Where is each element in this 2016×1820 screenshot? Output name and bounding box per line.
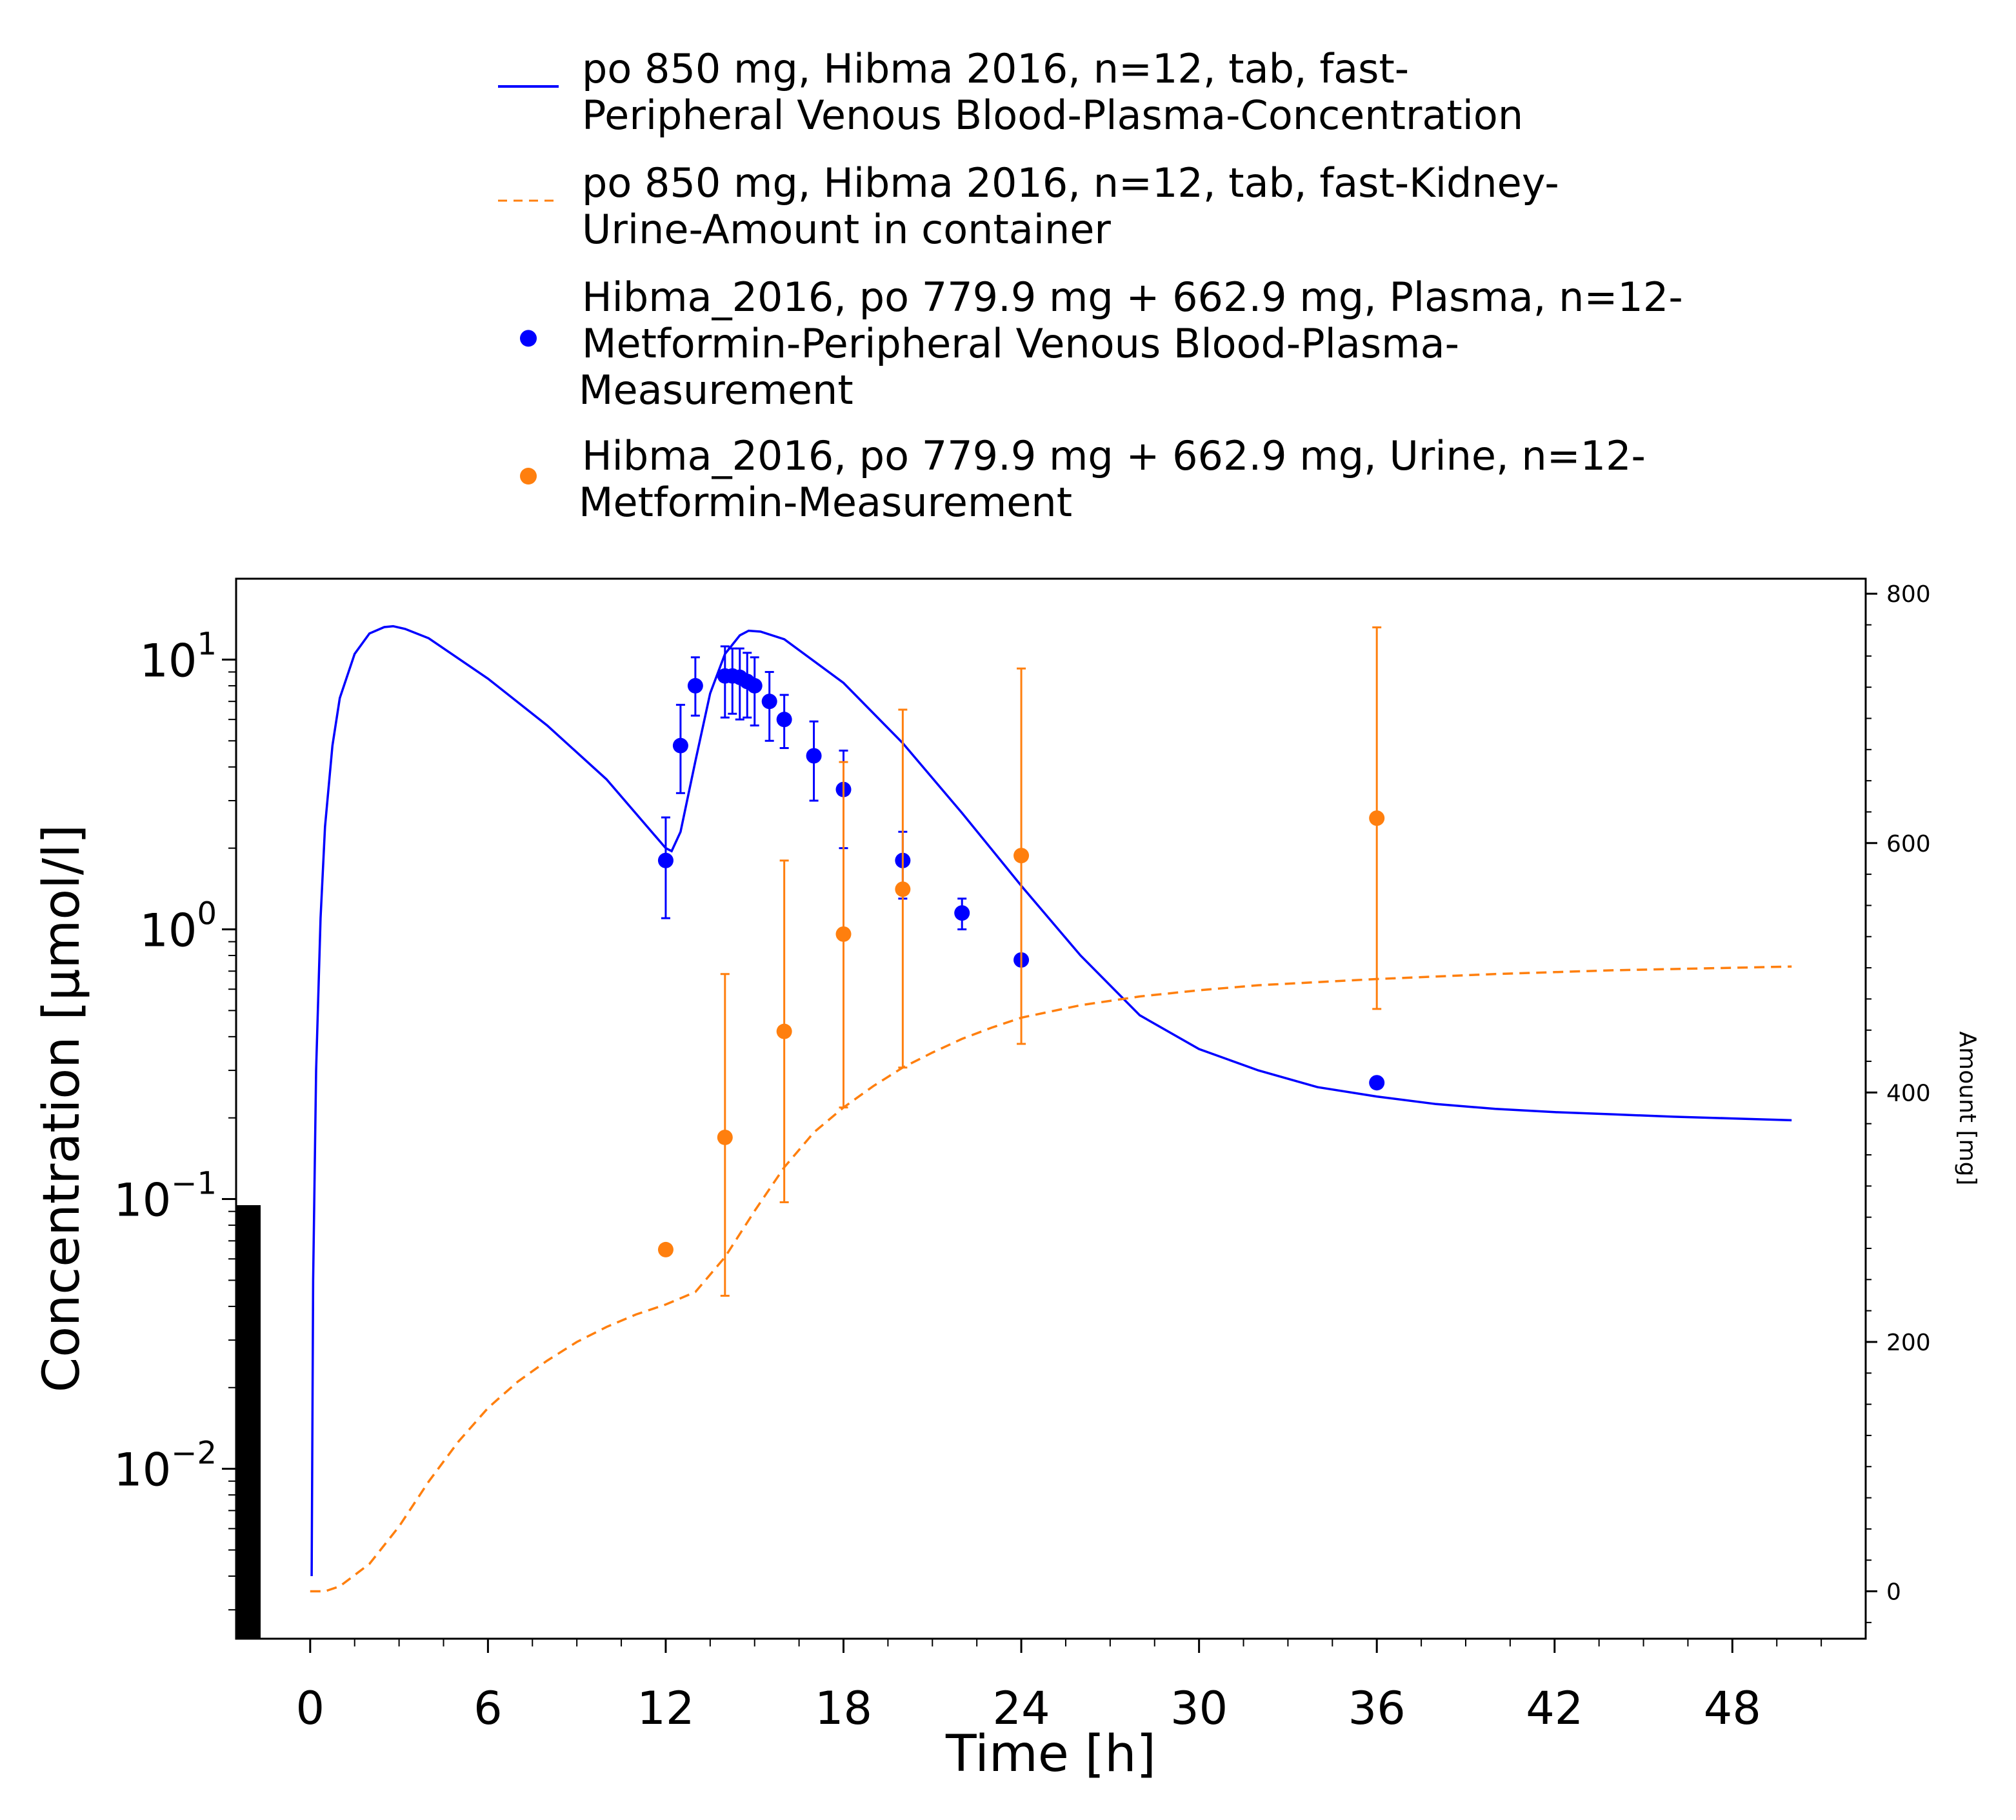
x-tick-label: 18 (815, 1682, 872, 1735)
legend-label: Hibma_2016, po 779.9 mg + 662.9 mg, Urin… (582, 432, 1646, 479)
plasma-data-point (954, 905, 970, 921)
left-marker-bar (236, 1205, 261, 1639)
x-tick-label: 42 (1526, 1682, 1583, 1735)
y-axis-title: Concentration [µmol/l] (33, 825, 91, 1392)
urine-data-point (657, 1241, 674, 1257)
x-tick-label: 0 (296, 1682, 325, 1735)
y-tick-label: 10−1 (114, 1166, 217, 1227)
legend-label: Metformin-Measurement (579, 479, 1072, 526)
x-axis-title: Time [h] (945, 1725, 1156, 1783)
legend-label: Peripheral Venous Blood-Plasma-Concentra… (582, 92, 1523, 139)
y-tick-label: 101 (139, 626, 217, 687)
legend-marker (520, 468, 537, 485)
legend-entry: Hibma_2016, po 779.9 mg + 662.9 mg, Plas… (520, 274, 1683, 414)
legend-entry: po 850 mg, Hibma 2016, n=12, tab, fast-K… (498, 159, 1559, 253)
y2-tick-label: 400 (1886, 1080, 1931, 1106)
legend-entry: po 850 mg, Hibma 2016, n=12, tab, fast-P… (498, 45, 1523, 139)
legend-label: Metformin-Peripheral Venous Blood-Plasma… (582, 320, 1459, 367)
x-tick-label: 36 (1348, 1682, 1406, 1735)
plasma-data-point (776, 712, 792, 728)
legend-label: Measurement (579, 366, 853, 414)
y2-tick-label: 800 (1886, 581, 1931, 608)
x-tick-label: 24 (993, 1682, 1050, 1735)
plasma-data-point (687, 677, 703, 694)
y2-tick-label: 0 (1886, 1579, 1901, 1606)
urine-data-point (835, 926, 852, 942)
series-layer (310, 625, 1792, 1593)
urine-data-point (895, 881, 911, 897)
x-tick-label: 48 (1704, 1682, 1761, 1735)
y-tick-label: 100 (139, 895, 217, 957)
legend-label: po 850 mg, Hibma 2016, n=12, tab, fast-K… (582, 159, 1559, 206)
legend-label: po 850 mg, Hibma 2016, n=12, tab, fast- (582, 45, 1409, 92)
x-tick-label: 6 (474, 1682, 503, 1735)
plasma-data-point (672, 737, 688, 754)
plasma-data-point (657, 852, 674, 868)
plasma-data-point (1369, 1075, 1385, 1091)
y-tick-label: 10−2 (114, 1435, 217, 1497)
legend-label: Hibma_2016, po 779.9 mg + 662.9 mg, Plas… (582, 274, 1683, 321)
x-tick-label: 12 (637, 1682, 694, 1735)
urine-data-point (776, 1023, 792, 1039)
legend-entry: Hibma_2016, po 779.9 mg + 662.9 mg, Urin… (520, 432, 1646, 526)
legend-label: Urine-Amount in container (582, 206, 1111, 253)
legend-marker (520, 330, 537, 347)
x-tick-label: 30 (1170, 1682, 1228, 1735)
plot-area (235, 577, 1867, 1640)
urine-data-point (1013, 848, 1030, 864)
legend: po 850 mg, Hibma 2016, n=12, tab, fast-P… (498, 45, 1683, 526)
y2-axis-title: Amount [mg] (1954, 1032, 1981, 1186)
axis-ticks: 0 6 12 18 24 30 36 42 48 101 100 10−1 10−2 0 200 400 600… (114, 581, 1931, 1735)
y2-tick-label: 200 (1886, 1330, 1931, 1356)
y2-tick-label: 600 (1886, 831, 1931, 857)
urine-data-point (1369, 810, 1385, 826)
plasma-data-point (746, 677, 763, 694)
plasma-data-point (806, 748, 822, 764)
urine-data-point (717, 1129, 733, 1145)
plasma-data-point (761, 694, 777, 710)
